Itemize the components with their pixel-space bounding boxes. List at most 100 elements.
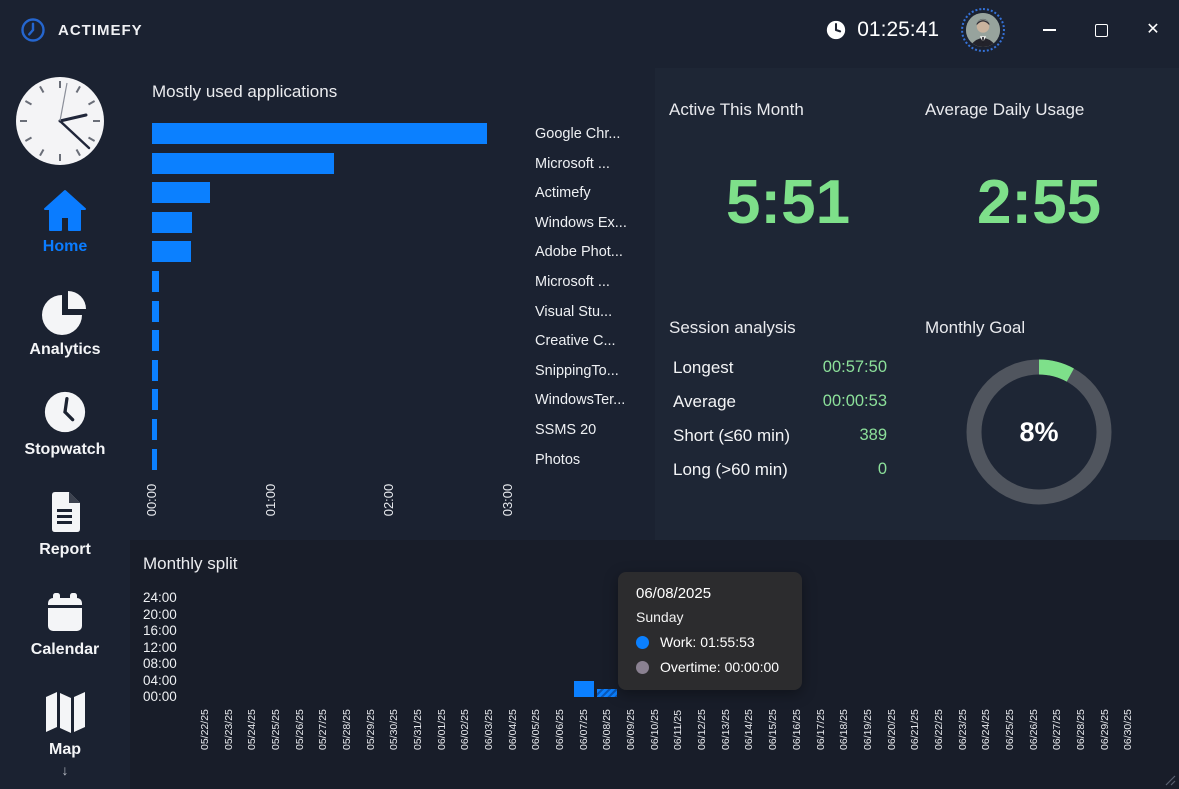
- sidebar-item-stopwatch[interactable]: Stopwatch: [0, 389, 130, 459]
- work-bar[interactable]: [597, 689, 618, 697]
- date-tick-label: 06/18/25: [838, 709, 851, 750]
- app-usage-bar[interactable]: [152, 211, 193, 233]
- calendar-icon: [48, 593, 82, 631]
- clock-icon: [827, 20, 846, 40]
- resize-grip[interactable]: [1164, 774, 1176, 786]
- date-tick-label: 05/31/25: [411, 709, 424, 750]
- monthly-goal-title: Monthly Goal: [925, 318, 1026, 337]
- date-tick-label: 06/24/25: [980, 709, 993, 750]
- sidebar-item-label: Stopwatch: [24, 441, 106, 458]
- app-usage-bar[interactable]: [152, 241, 192, 263]
- app-usage-bar[interactable]: [152, 271, 160, 292]
- date-tick-label: 06/06/25: [554, 709, 567, 750]
- sidebar-item-analytics[interactable]: Analytics: [0, 289, 130, 359]
- tooltip-overtime-row: Overtime: 00:00:00: [636, 659, 784, 675]
- date-tick-label: 06/14/25: [743, 709, 756, 750]
- minimize-icon: [1042, 29, 1056, 31]
- date-tick-label: 06/12/25: [696, 709, 709, 750]
- titlebar-clock: 01:25:41: [825, 18, 939, 42]
- sidebar: Home Analytics Stopwatch: [0, 60, 130, 789]
- app-usage-bar[interactable]: [152, 448, 157, 470]
- app-usage-bar[interactable]: [152, 330, 159, 352]
- sidebar-item-home[interactable]: Home: [0, 188, 130, 256]
- sidebar-item-calendar[interactable]: Calendar: [0, 589, 130, 659]
- app-usage-bar[interactable]: [152, 419, 158, 440]
- session-row: Longest 00:57:50: [673, 358, 887, 380]
- session-analysis-title: Session analysis: [669, 318, 796, 337]
- avatar-image: [966, 13, 1000, 47]
- app-usage-label: Microsoft ...: [535, 274, 610, 290]
- y-tick-label: 00:00: [143, 689, 177, 704]
- close-icon: ✕: [1146, 21, 1160, 38]
- session-row-value: 00:57:50: [822, 358, 887, 376]
- date-tick-label: 06/13/25: [719, 709, 732, 750]
- chart-tooltip: 06/08/2025 Sunday Work: 01:55:53 Overtim…: [618, 572, 802, 690]
- minimize-button[interactable]: [1023, 0, 1075, 60]
- app-usage-label: SSMS 20: [535, 422, 597, 438]
- home-icon: [44, 190, 86, 231]
- date-tick-label: 06/07/25: [577, 709, 590, 750]
- app-usage-label: Adobe Phot...: [535, 244, 623, 261]
- apps-chart-title: Mostly used applications: [152, 82, 338, 101]
- sidebar-item-label: Analytics: [29, 341, 101, 358]
- session-row: Short (≤60 min) 389: [673, 426, 887, 448]
- date-tick-label: 05/24/25: [246, 709, 259, 750]
- sidebar-item-label: Home: [42, 238, 88, 255]
- mostly-used-apps-panel: Mostly used applications Google Chr... Mi…: [130, 60, 655, 540]
- app-usage-bar[interactable]: [152, 123, 487, 144]
- app-usage-bar[interactable]: [152, 300, 159, 322]
- active-this-month-title: Active This Month: [669, 100, 804, 119]
- app-usage-bar[interactable]: [152, 359, 158, 381]
- session-row: Long (>60 min) 0: [673, 460, 887, 482]
- sidebar-item-report[interactable]: Report: [0, 489, 130, 559]
- tooltip-work-text: Work: 01:55:53: [660, 634, 755, 650]
- date-tick-label: 06/22/25: [932, 709, 945, 750]
- date-tick-label: 06/08/25: [601, 709, 614, 750]
- date-tick-label: 05/23/25: [222, 709, 235, 750]
- app-usage-bar[interactable]: [152, 389, 158, 411]
- sidebar-scroll-down-arrow[interactable]: ↓: [61, 762, 69, 778]
- app-usage-label: Microsoft ...: [535, 155, 610, 172]
- monthly-split-title: Monthly split: [143, 554, 238, 573]
- tooltip-work-row: Work: 01:55:53: [636, 634, 784, 650]
- user-avatar[interactable]: [961, 8, 1005, 52]
- app-usage-bar[interactable]: [152, 152, 334, 174]
- stats-panel: Active This Month 5:51 Average Daily Usa…: [655, 68, 1179, 540]
- date-tick-label: 06/02/25: [459, 709, 472, 750]
- clock-icon: [44, 391, 86, 433]
- date-tick-label: 06/30/25: [1122, 709, 1135, 750]
- sidebar-item-label: Map: [49, 741, 81, 758]
- date-tick-label: 05/29/25: [364, 709, 377, 750]
- monthly-goal-donut: 8%: [954, 347, 1124, 517]
- sidebar-item-label: Calendar: [30, 641, 100, 658]
- date-tick-label: 06/19/25: [861, 709, 874, 750]
- app-usage-bar[interactable]: [152, 182, 211, 204]
- date-tick-label: 06/16/25: [790, 709, 803, 750]
- app-usage-label: SnippingTo...: [535, 362, 619, 379]
- date-tick-label: 06/26/25: [1027, 709, 1040, 750]
- x-tick-label: 00:00: [144, 483, 159, 517]
- work-bar[interactable]: [573, 680, 594, 697]
- date-tick-label: 05/22/25: [198, 709, 211, 750]
- y-tick-label: 08:00: [143, 656, 177, 671]
- session-row-label: Short (≤60 min): [673, 426, 791, 445]
- session-row-label: Longest: [673, 358, 734, 377]
- app-title: ACTIMEFY: [58, 21, 143, 39]
- average-daily-usage-value: 2:55: [976, 168, 1102, 237]
- date-tick-label: 05/30/25: [388, 709, 401, 750]
- close-button[interactable]: ✕: [1127, 0, 1179, 60]
- date-tick-label: 05/27/25: [317, 709, 330, 750]
- date-tick-label: 06/05/25: [530, 709, 543, 750]
- maximize-icon: [1094, 23, 1108, 37]
- date-tick-label: 06/27/25: [1051, 709, 1064, 750]
- date-tick-label: 05/28/25: [340, 709, 353, 750]
- sidebar-item-map[interactable]: Map: [0, 689, 130, 759]
- app-identity: ACTIMEFY: [20, 17, 143, 43]
- work-dot-icon: [636, 635, 649, 649]
- y-tick-label: 12:00: [143, 639, 177, 655]
- date-tick-label: 06/29/25: [1098, 709, 1111, 750]
- maximize-button[interactable]: [1075, 0, 1127, 60]
- pie-chart-icon: [42, 291, 86, 335]
- window-controls: ✕: [1023, 0, 1179, 60]
